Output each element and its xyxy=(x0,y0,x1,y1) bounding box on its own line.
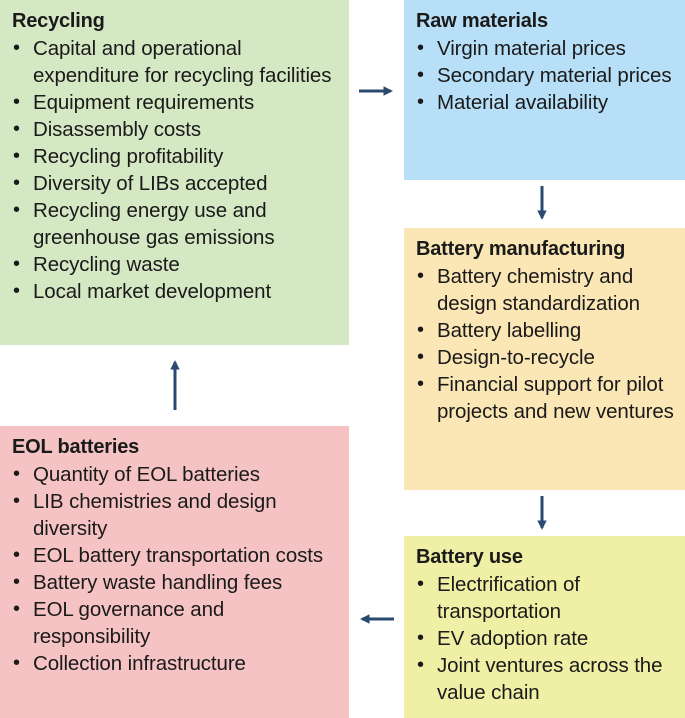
list-item: Electrification of transportation xyxy=(416,571,675,625)
list-item: Financial support for pilot projects and… xyxy=(416,371,675,425)
list-item: EOL battery transportation costs xyxy=(12,542,339,569)
list-item: Diversity of LIBs accepted xyxy=(12,170,339,197)
list-item: Virgin material prices xyxy=(416,35,675,62)
list-item: Recycling energy use and greenhouse gas … xyxy=(12,197,339,251)
list-item: EV adoption rate xyxy=(416,625,675,652)
battery-manufacturing-box: Battery manufacturing Battery chemistry … xyxy=(404,228,685,490)
raw-materials-list: Virgin material prices Secondary materia… xyxy=(416,35,675,116)
list-item: Capital and operational expenditure for … xyxy=(12,35,339,89)
battery-manufacturing-title: Battery manufacturing xyxy=(416,238,626,260)
battery-use-box: Battery use Electrification of transport… xyxy=(404,536,685,718)
list-item: Recycling profitability xyxy=(12,143,339,170)
battery-manufacturing-list: Battery chemistry and design standardiza… xyxy=(416,263,675,425)
list-item: Battery waste handling fees xyxy=(12,569,339,596)
battery-use-list: Electrification of transportation EV ado… xyxy=(416,571,675,706)
list-item: Joint ventures across the value chain xyxy=(416,652,675,706)
raw-materials-title: Raw materials xyxy=(416,10,548,32)
eol-batteries-title: EOL batteries xyxy=(12,436,140,458)
list-item: EOL governance and responsibility xyxy=(12,596,339,650)
list-item: Quantity of EOL batteries xyxy=(12,461,339,488)
recycling-box: Recycling Capital and operational expend… xyxy=(0,0,349,345)
list-item: Secondary material prices xyxy=(416,62,675,89)
list-item: Equipment requirements xyxy=(12,89,339,116)
list-item: Disassembly costs xyxy=(12,116,339,143)
eol-batteries-box: EOL batteries Quantity of EOL batteries … xyxy=(0,426,349,718)
battery-use-title: Battery use xyxy=(416,546,523,568)
recycling-title: Recycling xyxy=(12,10,105,32)
list-item: LIB chemistries and design diversity xyxy=(12,488,339,542)
raw-materials-box: Raw materials Virgin material prices Sec… xyxy=(404,0,685,180)
list-item: Material availability xyxy=(416,89,675,116)
list-item: Battery chemistry and design standardiza… xyxy=(416,263,675,317)
eol-batteries-list: Quantity of EOL batteries LIB chemistrie… xyxy=(12,461,339,677)
list-item: Recycling waste xyxy=(12,251,339,278)
list-item: Battery labelling xyxy=(416,317,675,344)
list-item: Local market development xyxy=(12,278,339,305)
recycling-list: Capital and operational expenditure for … xyxy=(12,35,339,305)
list-item: Collection infrastructure xyxy=(12,650,339,677)
list-item: Design-to-recycle xyxy=(416,344,675,371)
